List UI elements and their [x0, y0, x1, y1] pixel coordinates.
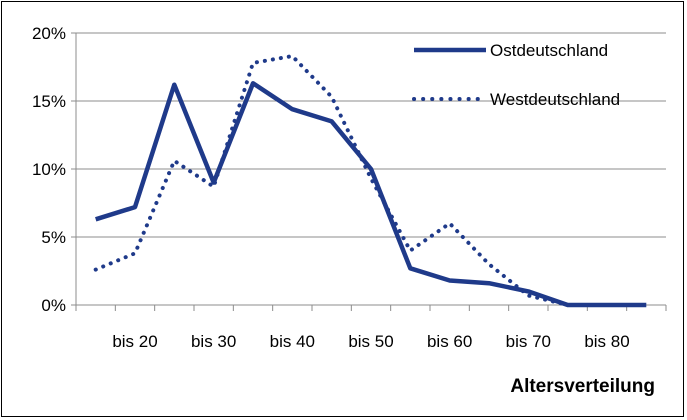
legend-label-westdeutschland: Westdeutschland [490, 90, 620, 109]
legend: Ostdeutschland Westdeutschland [412, 41, 620, 109]
y-tick-label-10: 10% [32, 160, 66, 179]
x-tick-label-70: bis 70 [506, 332, 551, 351]
gridlines [76, 32, 666, 238]
y-tick-label-15: 15% [32, 92, 66, 111]
x-tick-label-20: bis 20 [112, 332, 157, 351]
x-tick-label-80: bis 80 [584, 332, 629, 351]
series-line-ostdeutschland [95, 81, 647, 308]
legend-label-ostdeutschland: Ostdeutschland [490, 41, 608, 60]
x-tick-label-50: bis 50 [348, 332, 393, 351]
y-tick-label-20: 20% [32, 24, 66, 43]
tick-labels: 0% 5% 10% 15% 20% bis 20 bis 30 bis 40 bis 50 bis… [32, 24, 630, 351]
y-tick-label-5: 5% [41, 228, 66, 247]
x-axis-title: Altersverteilung [510, 376, 655, 397]
x-tick-label-30: bis 30 [191, 332, 236, 351]
x-tick-label-40: bis 40 [270, 332, 315, 351]
y-tick-label-0: 0% [41, 296, 66, 315]
series-lines [93, 54, 649, 308]
x-tick-label-60: bis 60 [427, 332, 472, 351]
